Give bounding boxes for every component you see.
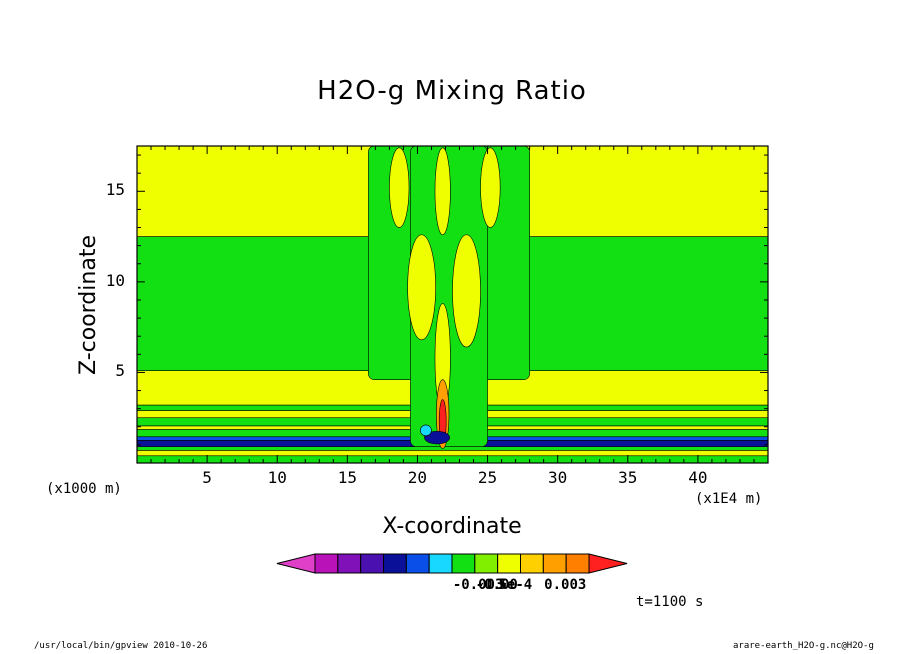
x-tick-label: 35 — [618, 468, 638, 487]
x-tick-label: 15 — [337, 468, 357, 487]
plume-contour-11 — [419, 424, 432, 437]
colorbar-swatch — [314, 553, 339, 574]
band-1 — [137, 450, 768, 457]
plume-contour-3 — [434, 147, 451, 236]
x-tick-label: 40 — [688, 468, 708, 487]
x-tick-label: 30 — [548, 468, 568, 487]
chart-title: H2O-g Mixing Ratio — [317, 76, 587, 106]
plume-contour-2 — [389, 147, 410, 228]
colorbar-arrow-high — [588, 553, 628, 574]
colorbar-swatch — [428, 553, 453, 574]
band-2 — [137, 446, 768, 451]
colorbar-label: -0.00 — [475, 577, 518, 593]
x-tick-label: 20 — [407, 468, 428, 487]
y-tick-label: 15 — [105, 180, 125, 200]
colorbar-swatch — [405, 553, 430, 574]
colorbar-label: 0.003 — [544, 577, 587, 593]
colorbar-swatch — [337, 553, 362, 574]
colorbar-label: -0.003 — [452, 577, 504, 593]
colorbar-swatch — [497, 553, 521, 574]
plot-frame — [136, 145, 769, 464]
plume-contour-4 — [480, 147, 501, 228]
y-axis-label: Z-coordinate — [76, 235, 101, 375]
plume-contour-6 — [452, 234, 481, 348]
footer-right: arare-earth_H2O-g.nc@H2O-g — [733, 641, 874, 651]
band-0 — [137, 455, 768, 463]
plume-contour-10 — [424, 431, 450, 445]
time-label: t=1100 s — [636, 594, 704, 610]
x-axis-label: X-coordinate — [382, 514, 522, 539]
axis-ticks — [137, 146, 768, 463]
contour-field — [137, 146, 768, 463]
y-tick-label: 5 — [115, 361, 125, 381]
colorbar-swatch — [451, 553, 476, 574]
x-tick-label: 10 — [267, 468, 287, 487]
colorbar-swatch — [542, 553, 567, 574]
colorbar-swatch — [474, 553, 499, 574]
x-unit-label: (x1E4 m) — [695, 491, 763, 507]
y-unit-label: (x1000 m) — [46, 481, 122, 497]
colorbar-swatch — [360, 553, 384, 574]
footer-left: /usr/local/bin/gpview 2010-10-26 — [34, 641, 208, 651]
colorbar-label: 5e-4 — [498, 577, 533, 593]
x-tick-label: 5 — [202, 468, 212, 487]
colorbar-arrow-low — [276, 553, 316, 574]
y-tick-label: 10 — [105, 270, 125, 290]
colorbar-swatch — [383, 553, 407, 574]
x-tick-label: 25 — [477, 468, 498, 487]
colorbar-swatch — [520, 553, 544, 574]
plume-contour-5 — [407, 234, 436, 341]
colorbar — [276, 553, 628, 574]
colorbar-swatch — [565, 553, 590, 574]
